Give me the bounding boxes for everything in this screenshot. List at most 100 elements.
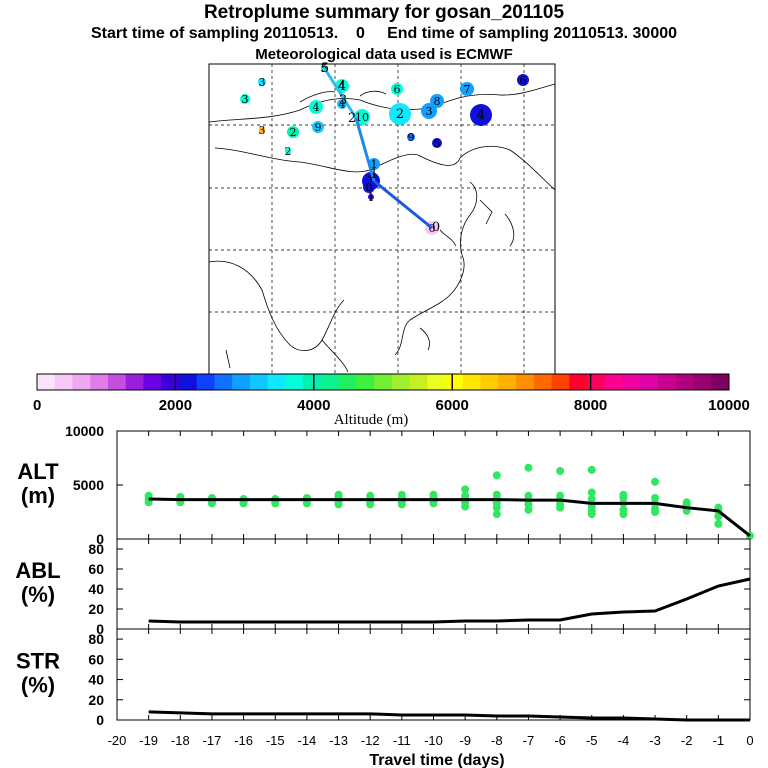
- cluster-label: 4: [313, 101, 320, 114]
- colorbar-cell: [196, 374, 215, 390]
- colorbar-cell: [267, 374, 286, 390]
- cluster-label: 2: [290, 126, 297, 139]
- scatter-point: [556, 503, 565, 512]
- colorbar-cell: [604, 374, 624, 390]
- colorbar-frame: [36, 373, 730, 391]
- scatter-point: [556, 491, 565, 500]
- colorbar-cell: [569, 374, 588, 390]
- trajectory-segment: [373, 179, 433, 230]
- cluster-marker: [309, 100, 323, 114]
- colorbar-cell: [338, 374, 357, 390]
- alt-panel: 0 5000 10000 ALT (m): [17, 423, 754, 547]
- x-tick-label: -16: [234, 733, 253, 748]
- colorbar-cell: [214, 374, 233, 390]
- cluster-label: 6: [520, 74, 527, 87]
- x-tick-label: -14: [298, 733, 317, 748]
- scatter-point: [524, 463, 533, 472]
- colorbar-cell: [640, 374, 659, 390]
- colorbar-cell: [622, 374, 641, 390]
- trajectory-label: 2: [348, 111, 356, 126]
- colorbar-tick-label: 6000: [436, 397, 469, 414]
- cluster-marker: [368, 194, 374, 200]
- colorbar-tick-label: 2000: [159, 397, 192, 414]
- colorbar-title: Altitude (m): [334, 412, 409, 428]
- scatter-point: [651, 477, 660, 486]
- ylabel-line: (%): [21, 673, 55, 698]
- scatter-point: [619, 505, 628, 514]
- scatter-point: [587, 465, 596, 474]
- scatter-point: [587, 510, 596, 519]
- colorbar-cell: [693, 374, 712, 390]
- x-tick-label: -15: [266, 733, 285, 748]
- y-tick-label: 20: [88, 692, 104, 708]
- scatter-point: [334, 490, 343, 499]
- trajectory-label: 0: [432, 220, 440, 235]
- cluster-label: 4: [339, 80, 346, 93]
- cluster-label: 10: [355, 111, 369, 124]
- trajectory-label: 3: [339, 93, 347, 108]
- panel-ylabel: STR (%): [16, 649, 60, 698]
- y-tick-label: 0: [96, 531, 104, 547]
- cluster-marker: [240, 94, 250, 104]
- cluster-marker: [363, 181, 375, 193]
- trajectory-label: 4: [338, 79, 346, 94]
- cluster-label: 1: [371, 158, 378, 171]
- scatter-point: [461, 502, 470, 511]
- x-tick-label: -8: [491, 733, 503, 748]
- scatter-point: [619, 490, 628, 499]
- scatter-point: [714, 519, 723, 528]
- cluster-label: 3: [259, 76, 266, 89]
- x-tick-label: -1: [713, 733, 725, 748]
- colorbar-cell: [391, 374, 411, 390]
- x-axis-title: Travel time (days): [369, 752, 504, 768]
- x-tick-label: -3: [649, 733, 661, 748]
- map-gridlines: [209, 64, 555, 374]
- abl-panel: 0 20 40 60 80 ABL (%): [15, 538, 751, 637]
- colorbar-cell: [320, 374, 340, 390]
- cluster-label: 4: [339, 98, 346, 111]
- scatter-point: [524, 491, 533, 500]
- scatter-point: [651, 493, 660, 502]
- met-data-line: Meteorological data used is ECMWF: [255, 46, 513, 63]
- trajectory-label: 5: [321, 61, 329, 76]
- colorbar-cell: [90, 374, 109, 390]
- y-tick-label: 20: [88, 601, 104, 617]
- x-tick-label: -18: [171, 733, 190, 748]
- str-panel: 0 20 40 60 80 STR (%): [16, 628, 751, 728]
- colorbar-cell: [303, 374, 322, 390]
- cluster-label: 1: [368, 191, 375, 204]
- scatter-point: [271, 499, 280, 508]
- cluster-label: 2: [285, 145, 292, 158]
- cluster-label: 9: [408, 131, 415, 144]
- x-tick-label: -10: [424, 733, 443, 748]
- x-tick-label: -13: [329, 733, 348, 748]
- scatter-point: [429, 499, 438, 508]
- y-tick-label: 40: [88, 581, 104, 597]
- x-tick-label: -9: [459, 733, 471, 748]
- scatter-point: [492, 490, 501, 499]
- x-tick-label: -5: [586, 733, 598, 748]
- cluster-label: 6: [394, 83, 401, 96]
- cluster-marker: [432, 138, 442, 148]
- cluster-label: 7: [464, 83, 471, 96]
- altitude-colorbar: 0 2000 4000 6000 8000 10000 Altitude (m): [33, 373, 750, 428]
- y-tick-label: 80: [88, 541, 104, 557]
- colorbar-cell: [143, 374, 162, 390]
- x-tick-label: -6: [554, 733, 566, 748]
- cluster-marker: [470, 104, 492, 126]
- y-tick-label: 0: [96, 712, 104, 728]
- scatter-point: [397, 500, 406, 509]
- scatter-point: [587, 488, 596, 497]
- colorbar-cell: [711, 374, 730, 390]
- y-tick-label: 60: [88, 561, 104, 577]
- map-frame: [208, 63, 556, 375]
- y-tick-label: 5000: [73, 477, 104, 493]
- ylabel-line: ABL: [15, 558, 60, 583]
- x-axis: -20 -19 -18 -17 -16 -15 -14 -13 -12 -11 -10 -9 -8 -7-…: [108, 733, 754, 768]
- scatter-point: [492, 510, 501, 519]
- colorbar-cell: [427, 374, 446, 390]
- colorbar-cell: [285, 374, 304, 390]
- colorbar-cell: [178, 374, 198, 390]
- x-tick-label: 0: [746, 733, 753, 748]
